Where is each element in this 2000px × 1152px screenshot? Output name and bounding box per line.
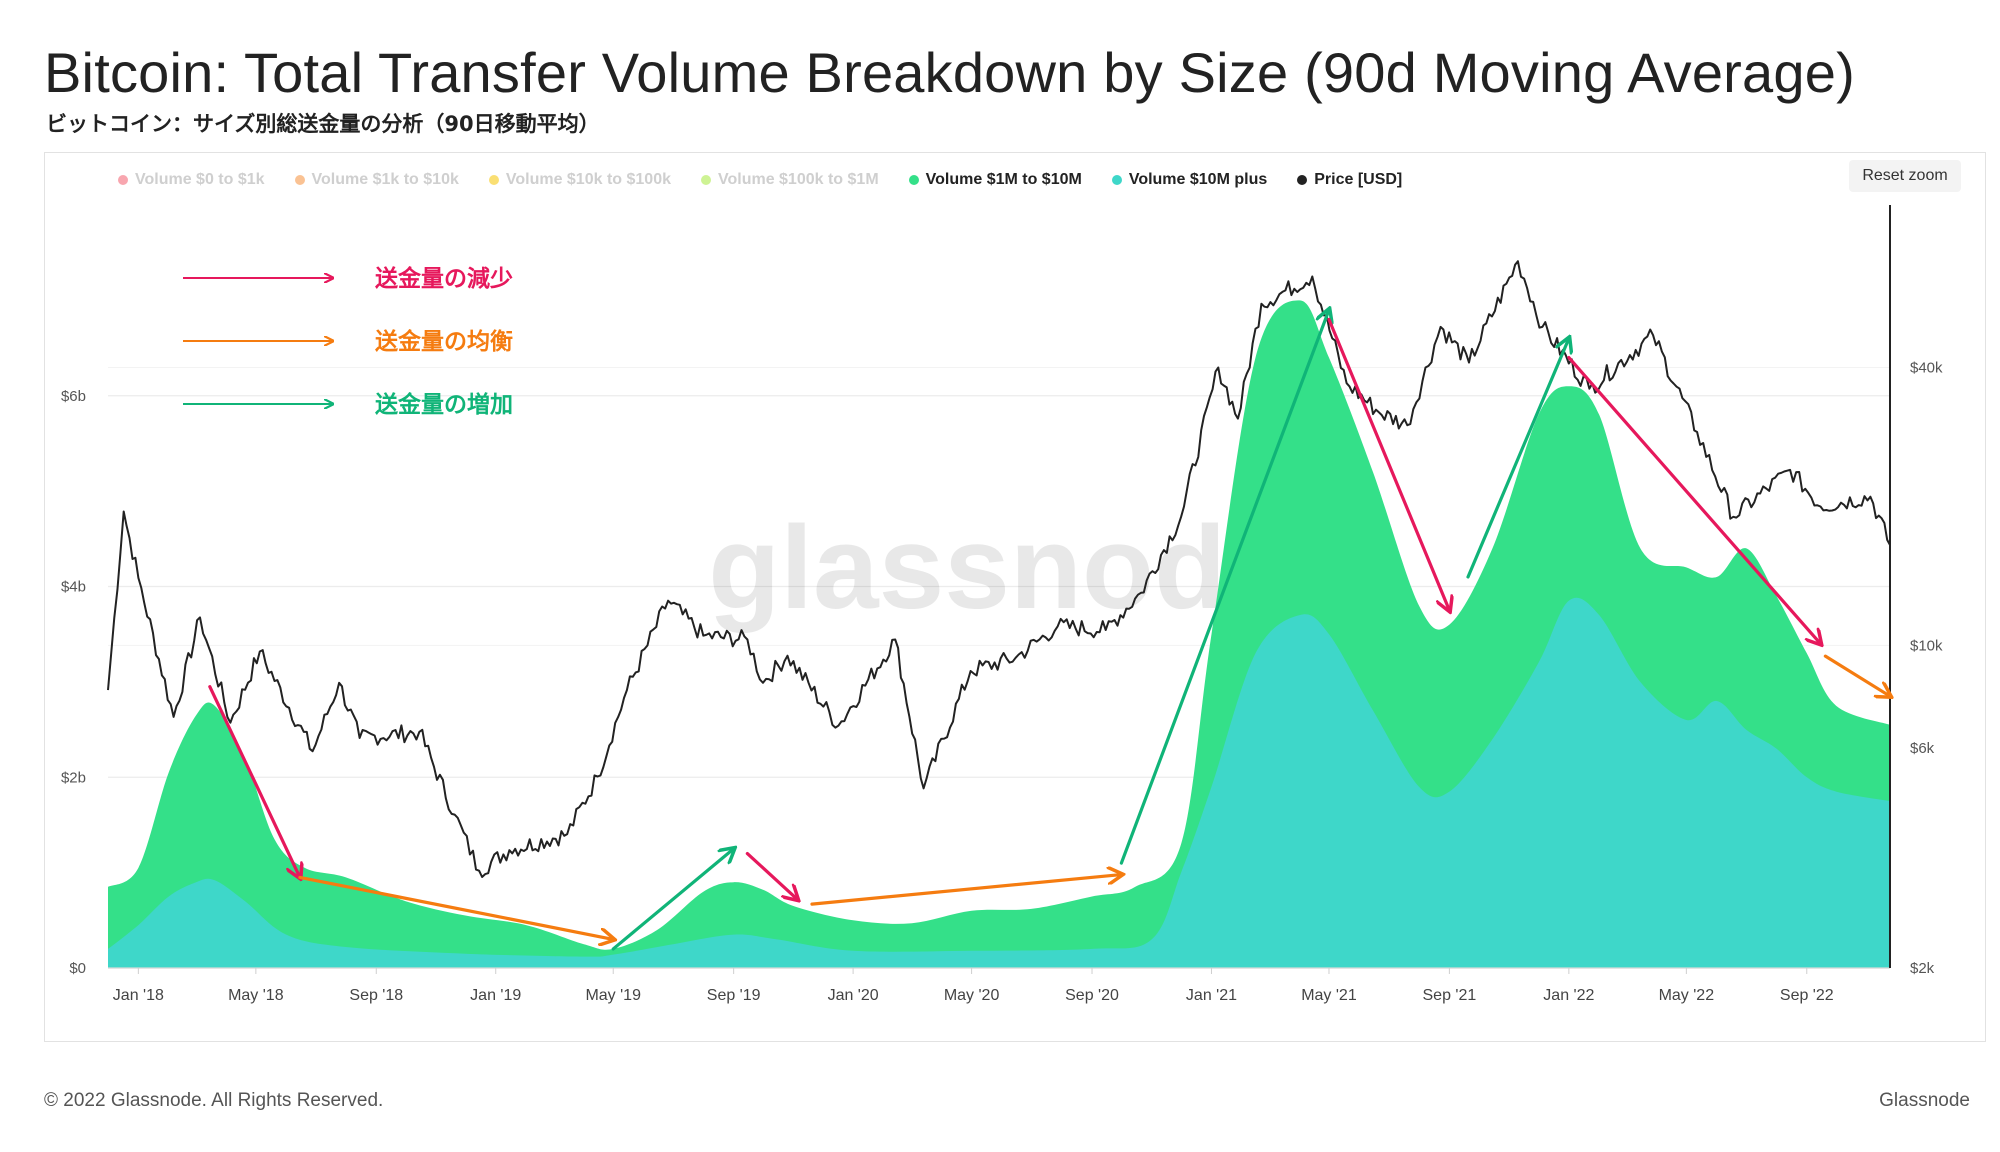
chart-subtitle: ビットコイン：サイズ別総送金量の分析（90日移動平均） — [46, 112, 600, 136]
axes: Jan '18 May '18 Sep '18 Jan '19 May '19 Sep '… — [61, 205, 1943, 1004]
annotation-legend-label: 送金量の減少 — [375, 265, 513, 292]
legend-item[interactable]: Volume $10M plus — [1111, 171, 1268, 189]
legend-item[interactable]: Price [USD] — [1297, 171, 1402, 189]
y-left-tick-label: $4b — [61, 579, 86, 596]
y-left-tick-label: $2b — [61, 769, 86, 786]
legend-dot — [118, 175, 128, 185]
y-right-tick-label: $10k — [1910, 637, 1943, 654]
y-left-tick-label: $6b — [61, 388, 86, 405]
copyright-text: © 2022 Glassnode. All Rights Reserved. — [44, 1090, 384, 1111]
chart-legend: Volume $0 to $1k Volume $1k to $10k Volume… — [118, 168, 1402, 192]
arrow-balance — [298, 875, 613, 939]
arrow-balance — [1823, 654, 1890, 696]
legend-dot — [1297, 175, 1308, 185]
area-volume-10m-plus — [108, 597, 1890, 968]
x-tick-label: Sep '20 — [1065, 987, 1119, 1004]
legend-label: Price [USD] — [1314, 171, 1403, 188]
legend-item[interactable]: Volume $1M to $10M — [908, 171, 1082, 189]
legend-item[interactable]: Volume $1k to $10k — [294, 171, 459, 189]
x-tick-label: Sep '19 — [707, 987, 761, 1004]
y-right-tick-label: $40k — [1910, 360, 1943, 377]
x-tick-label: Sep '21 — [1423, 987, 1477, 1004]
annotation-legend-label: 送金量の均衡 — [375, 328, 513, 355]
annotation-legend-label: 送金量の増加 — [375, 391, 513, 418]
legend-dot — [294, 175, 305, 185]
legend-item[interactable]: Volume $100k to $1M — [700, 171, 879, 189]
arrow-increase — [611, 849, 733, 951]
legend-label: Volume $10k to $100k — [505, 171, 671, 188]
legend-item[interactable]: Volume $10k to $100k — [488, 171, 671, 189]
legend-label: Volume $100k to $1M — [717, 171, 879, 188]
legend-dot — [1111, 175, 1122, 185]
x-tick-label: Jan '22 — [1543, 987, 1594, 1004]
chart-title: Bitcoin: Total Transfer Volume Breakdown… — [44, 41, 1855, 104]
legend-dot — [700, 175, 711, 185]
y-left-tick-label: $0 — [69, 960, 86, 977]
legend-label: Volume $1k to $10k — [311, 171, 459, 188]
arrow-decrease — [1567, 356, 1821, 644]
reset-zoom-button[interactable]: Reset zoom — [1849, 160, 1961, 192]
arrow-decrease — [1327, 317, 1449, 610]
annotation-arrows — [208, 310, 1890, 951]
brand-text: Glassnode — [1879, 1090, 1970, 1111]
arrow-balance — [810, 875, 1121, 906]
x-tick-label: Jan '21 — [1186, 987, 1237, 1004]
y-right-tick-label: $2k — [1910, 960, 1935, 977]
x-tick-label: May '18 — [228, 987, 284, 1004]
arrow-increase — [1466, 339, 1569, 579]
y-right-tick-label: $6k — [1910, 740, 1935, 757]
watermark: glassnode — [708, 502, 1292, 634]
x-tick-label: Jan '18 — [113, 987, 164, 1004]
x-tick-label: Jan '20 — [828, 987, 879, 1004]
arrow-increase — [1119, 310, 1329, 865]
arrow-decrease — [745, 851, 797, 900]
x-tick-label: Sep '22 — [1780, 987, 1834, 1004]
x-tick-label: Sep '18 — [349, 987, 403, 1004]
legend-label: Volume $0 to $1k — [135, 171, 265, 188]
x-tick-label: May '22 — [1659, 987, 1715, 1004]
legend-dot — [488, 175, 499, 185]
area-series — [108, 300, 1890, 968]
legend-label: Volume $1M to $10M — [925, 171, 1082, 188]
x-tick-label: May '19 — [585, 987, 641, 1004]
x-tick-label: Jan '19 — [470, 987, 521, 1004]
x-tick-label: May '20 — [944, 987, 1000, 1004]
arrow-decrease — [208, 685, 300, 878]
legend-item[interactable]: Volume $0 to $1k — [118, 171, 265, 189]
x-tick-label: May '21 — [1301, 987, 1357, 1004]
legend-dot — [908, 175, 919, 185]
legend-label: Volume $10M plus — [1128, 171, 1268, 188]
